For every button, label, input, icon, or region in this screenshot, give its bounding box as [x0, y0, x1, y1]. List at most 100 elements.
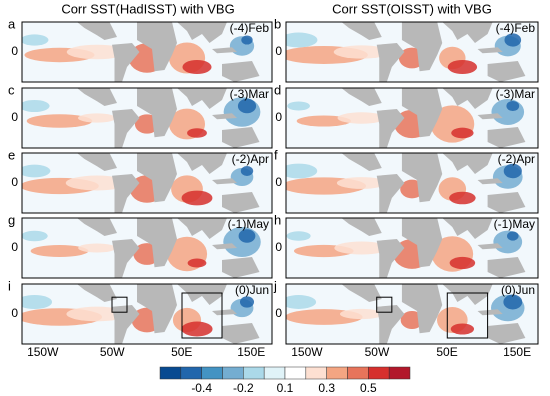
land — [442, 218, 493, 239]
land — [77, 153, 117, 171]
x-tick-label: 50E — [171, 345, 192, 359]
panel-frame — [285, 283, 539, 345]
anomaly — [339, 308, 384, 320]
land — [77, 218, 117, 236]
map-panel — [22, 218, 272, 278]
panel-frame — [285, 21, 539, 83]
panel-label: (0)Jun — [501, 283, 535, 297]
anomaly — [66, 44, 128, 60]
land — [477, 309, 503, 316]
land — [341, 218, 382, 236]
land — [477, 178, 503, 185]
region-box — [446, 292, 489, 339]
colorbar-tick-label: -0.2 — [233, 381, 254, 395]
x-tick-label: 50W — [365, 345, 390, 359]
y-tick-label: 0 — [275, 44, 282, 58]
colorbar-cell — [222, 366, 244, 380]
colorbar-cell — [347, 366, 369, 380]
map-panel — [286, 153, 538, 213]
anomaly — [187, 128, 207, 138]
land — [212, 113, 237, 120]
panel-frame — [285, 152, 539, 214]
anomaly — [296, 115, 351, 127]
y-tick-label: 0 — [11, 44, 18, 58]
colorbar-cell — [201, 366, 223, 380]
land — [376, 109, 405, 148]
colorbar-cell — [284, 366, 307, 380]
land — [112, 174, 140, 213]
land — [137, 284, 177, 334]
land — [212, 243, 237, 250]
panel-letter: e — [8, 147, 15, 162]
panel-frame — [285, 87, 539, 149]
panel-label: (-4)Feb — [496, 21, 536, 35]
anomaly — [447, 60, 478, 74]
anomaly — [78, 243, 116, 253]
land — [77, 284, 117, 302]
anomaly — [22, 230, 48, 242]
panel-label: (-3)Mar — [230, 87, 269, 101]
land — [177, 22, 227, 43]
land — [401, 218, 443, 268]
column-title: Corr SST(HadISST) with VBG — [61, 1, 234, 16]
map-panel — [22, 22, 272, 82]
anomaly — [506, 100, 520, 112]
anomaly — [181, 190, 213, 206]
map-panel — [286, 284, 538, 344]
anomaly — [286, 32, 318, 48]
panel-label: (-2)Apr — [498, 152, 535, 166]
land — [222, 192, 260, 213]
land — [487, 323, 526, 344]
panel-label: (-2)Apr — [232, 152, 269, 166]
map-panel — [286, 218, 538, 278]
map-panel — [22, 284, 272, 344]
map-panel — [286, 22, 538, 82]
land — [77, 88, 117, 106]
region-box — [181, 292, 223, 339]
land — [137, 88, 177, 138]
land — [112, 109, 140, 148]
region-box — [111, 296, 128, 313]
colorbar-cell — [243, 366, 265, 380]
land — [112, 43, 140, 82]
panel-letter: b — [274, 16, 281, 31]
anomaly — [503, 163, 522, 179]
panel-letter: h — [274, 212, 281, 227]
x-tick-label: 150W — [27, 345, 59, 359]
land — [341, 284, 382, 302]
anomaly — [182, 60, 212, 74]
panel-label: (-1)May — [228, 217, 269, 231]
land — [477, 113, 503, 120]
anomaly — [26, 114, 93, 128]
land — [376, 43, 405, 82]
land — [442, 153, 493, 174]
anomaly — [239, 296, 255, 308]
colorbar-tick-label: 0.3 — [318, 381, 335, 395]
colorbar-cell — [159, 366, 182, 380]
panel-label: (0)Jun — [235, 283, 269, 297]
anomaly — [449, 191, 476, 205]
land — [477, 47, 503, 54]
land — [401, 153, 443, 203]
colorbar-cell — [368, 366, 390, 380]
panel-letter: a — [8, 16, 16, 31]
colorbar-tick-label: 0.1 — [277, 381, 294, 395]
land — [376, 174, 405, 213]
land — [137, 218, 177, 268]
anomaly — [286, 163, 318, 179]
land — [222, 323, 260, 344]
land — [376, 305, 405, 344]
y-tick-label: 0 — [275, 240, 282, 254]
panel-frame — [21, 152, 273, 214]
colorbar-cell — [305, 366, 327, 380]
anomaly — [450, 323, 475, 335]
land — [442, 88, 493, 109]
panel-letter: f — [274, 147, 278, 162]
anomaly — [336, 177, 387, 189]
anomaly — [65, 175, 129, 191]
land — [137, 153, 177, 203]
anomaly — [286, 295, 317, 309]
anomaly — [241, 35, 253, 45]
panel-letter: c — [8, 82, 15, 97]
